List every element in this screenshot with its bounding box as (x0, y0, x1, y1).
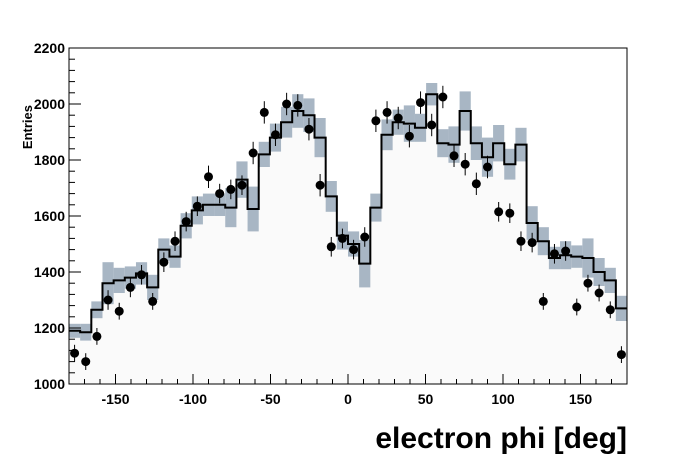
data-point (594, 288, 604, 298)
data-point (237, 180, 247, 190)
data-point (483, 162, 492, 172)
data-point (70, 348, 80, 358)
x-axis-title: electron phi [deg] (375, 422, 627, 455)
data-point (527, 238, 537, 248)
data-point (616, 350, 626, 360)
y-tick-labels: 1000 1200 1400 1600 1800 2000 2200 (34, 40, 65, 392)
x-tick-label: 0 (344, 391, 352, 407)
data-point (81, 357, 91, 367)
data-point (438, 92, 448, 102)
data-point (215, 189, 225, 199)
data-point (125, 282, 135, 292)
x-tick-label: 50 (418, 391, 434, 407)
data-point (382, 107, 392, 117)
y-tick-label: 2000 (34, 96, 65, 112)
y-tick-label: 2200 (34, 40, 65, 56)
data-point (282, 99, 292, 109)
data-point (505, 208, 515, 218)
data-point (259, 107, 269, 117)
data-point (304, 124, 314, 134)
x-tick-label: -50 (260, 391, 280, 407)
data-point (204, 172, 213, 182)
step-line (69, 93, 627, 334)
data-point (248, 148, 258, 158)
data-point (293, 100, 303, 110)
y-tick-label: 1400 (34, 264, 65, 280)
data-point (572, 302, 582, 312)
y-tick-label: 1000 (34, 376, 65, 392)
data-point (226, 184, 236, 194)
data-point (605, 305, 615, 315)
data-point (337, 233, 347, 243)
data-point (460, 159, 470, 169)
data-point (404, 131, 414, 141)
y-tick-label: 1600 (34, 208, 65, 224)
data-point (427, 120, 437, 130)
data-point (561, 246, 571, 256)
data-point (192, 201, 202, 211)
data-point (516, 236, 526, 246)
data-point (360, 232, 370, 242)
data-point (583, 278, 593, 288)
y-tick-label: 1200 (34, 320, 65, 336)
data-point (159, 257, 169, 267)
data-point (315, 180, 325, 190)
data-points (70, 85, 626, 370)
x-tick-label: -100 (179, 391, 207, 407)
data-point (170, 236, 180, 246)
x-tick-labels: -150 -100 -50 0 50 100 150 (101, 391, 592, 407)
data-point (92, 331, 102, 341)
data-point (103, 295, 113, 305)
x-tick-label: 150 (569, 391, 593, 407)
data-point (326, 242, 336, 252)
data-point (137, 270, 147, 280)
data-point (538, 296, 548, 306)
data-point (471, 179, 481, 189)
data-point (371, 116, 381, 126)
y-tick-label: 1800 (34, 152, 65, 168)
x-tick-label: 100 (491, 391, 515, 407)
simulation-step-line (69, 93, 627, 334)
data-point (416, 98, 426, 108)
data-point (393, 113, 403, 123)
data-point (270, 130, 280, 140)
axes (68, 47, 628, 385)
data-point (181, 217, 191, 227)
data-point (148, 296, 158, 306)
data-point (549, 249, 559, 259)
data-point (114, 306, 124, 316)
data-point (494, 207, 504, 217)
y-axis-title: Entries (20, 105, 35, 149)
data-point (449, 151, 459, 161)
x-tick-label: -150 (101, 391, 129, 407)
data-point (349, 245, 359, 255)
